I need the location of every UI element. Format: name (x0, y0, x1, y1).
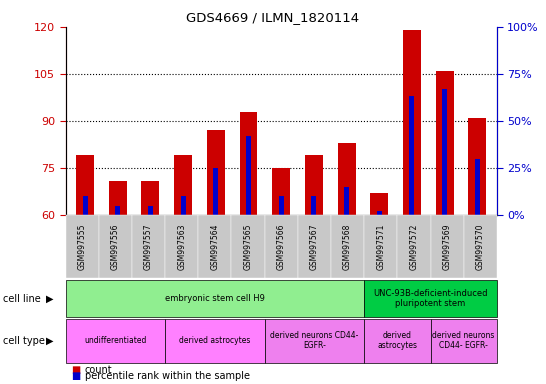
Bar (468, 118, 486, 215)
Text: undifferentiated: undifferentiated (84, 336, 146, 345)
Text: GSM997555: GSM997555 (78, 223, 87, 270)
Text: ▶: ▶ (46, 293, 54, 304)
Text: GDS4669 / ILMN_1820114: GDS4669 / ILMN_1820114 (186, 12, 360, 25)
Text: GSM997572: GSM997572 (410, 223, 418, 270)
Bar (141, 180, 159, 215)
Text: derived neurons CD44-
EGFR-: derived neurons CD44- EGFR- (270, 331, 359, 351)
Text: percentile rank within the sample: percentile rank within the sample (85, 371, 250, 381)
Bar (82, 196, 88, 215)
Bar (403, 30, 421, 215)
Text: UNC-93B-deficient-induced
pluripotent stem: UNC-93B-deficient-induced pluripotent st… (373, 289, 488, 308)
Text: derived neurons
CD44- EGFR-: derived neurons CD44- EGFR- (432, 331, 495, 351)
Text: GSM997571: GSM997571 (376, 223, 385, 270)
Bar (305, 156, 323, 215)
Text: GSM997568: GSM997568 (343, 223, 352, 270)
Bar (240, 112, 258, 215)
Bar (311, 196, 316, 215)
Bar (246, 136, 251, 215)
Text: ▶: ▶ (46, 336, 54, 346)
Text: GSM997567: GSM997567 (310, 223, 319, 270)
Text: ■: ■ (71, 365, 80, 375)
Bar (174, 156, 192, 215)
Bar (115, 206, 120, 215)
Bar (436, 71, 454, 215)
Text: embryonic stem cell H9: embryonic stem cell H9 (165, 294, 265, 303)
Bar (370, 193, 388, 215)
Bar (344, 187, 349, 215)
Bar (474, 159, 480, 215)
Bar (109, 180, 127, 215)
Bar (442, 89, 447, 215)
Text: derived astrocytes: derived astrocytes (179, 336, 251, 345)
Text: GSM997569: GSM997569 (443, 223, 452, 270)
Bar (76, 156, 94, 215)
Text: cell type: cell type (3, 336, 45, 346)
Bar (337, 143, 355, 215)
Text: count: count (85, 365, 112, 375)
Bar (272, 168, 290, 215)
Text: cell line: cell line (3, 293, 40, 304)
Text: GSM997563: GSM997563 (177, 223, 186, 270)
Text: GSM997556: GSM997556 (111, 223, 120, 270)
Bar (148, 206, 153, 215)
Text: GSM997557: GSM997557 (144, 223, 153, 270)
Bar (377, 211, 382, 215)
Text: GSM997566: GSM997566 (277, 223, 286, 270)
Bar (181, 196, 186, 215)
Bar (207, 131, 225, 215)
Bar (410, 96, 414, 215)
Text: derived
astrocytes: derived astrocytes (377, 331, 417, 351)
Text: GSM997565: GSM997565 (244, 223, 252, 270)
Text: GSM997570: GSM997570 (476, 223, 485, 270)
Text: ■: ■ (71, 371, 80, 381)
Bar (213, 168, 218, 215)
Bar (278, 196, 284, 215)
Text: GSM997564: GSM997564 (210, 223, 219, 270)
